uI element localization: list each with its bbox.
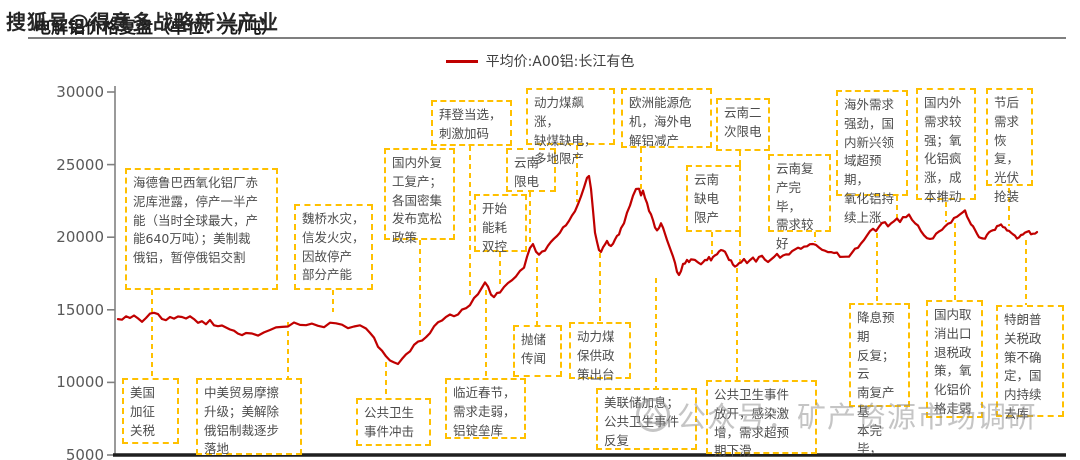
annotation-resume-work: 国内外复 工复产； 各国密集 发布宽松 政策 [384, 148, 455, 245]
y-tick-label: 5000 [65, 446, 104, 460]
annotation-yunnan-shortage: 云南 缺电 限产 [686, 165, 741, 232]
y-tick-label: 20000 [56, 228, 104, 247]
annotation-overseas-demand: 海外需求 强劲，国 内新兴领 域超预期， 氧化铝持 续上涨 [836, 90, 908, 225]
y-tick-label: 15000 [56, 300, 104, 319]
annotation-domestic-demand-strong: 国内外 需求较 强；氧 化铝疯 涨，成 本推动 [916, 88, 976, 204]
annotation-yunnan-second-cut: 云南二 次限电 [716, 98, 770, 151]
annotation-weiqiao-flood: 魏桥水灾， 信发火灾， 因故停产 部分产能 [294, 204, 373, 290]
chart-title: 电解铝价格复盘（单位：元/吨） [34, 18, 279, 38]
annotation-rate-cut-flipflop: 降息预期 反复；云 南复产基 本完毕， 需求季节 性下滑 [849, 303, 910, 456]
annotation-trade-friction: 中美贸易摩擦 升级；美解除 俄铝制裁逐步 落地 [196, 378, 302, 456]
title-underline [28, 37, 1066, 39]
y-tick-label: 25000 [56, 155, 104, 174]
annotation-europe-energy-crisis: 欧洲能源危 机，海外电 解铝减产 [621, 88, 712, 148]
legend-label: 平均价:A00铝:长江有色 [485, 54, 635, 70]
bottom-watermark-text: 公众号：矿产资源市场调研 [677, 400, 1038, 434]
top-watermark: 搜狐号@得意多战略新兴产业 [6, 10, 279, 34]
y-tick-label: 10000 [56, 373, 104, 392]
annotation-covid-reopen: 公共卫生事件 放开，感染激 增，需求超预 期下滑 [706, 380, 817, 458]
annotation-pre-festival-weak: 临近春节， 需求走弱， 铝锭垒库 [445, 378, 526, 439]
annotation-energy-dual-control: 开始 能耗 双控 [474, 194, 527, 254]
annotation-yunnan-resume: 云南复 产完毕， 需求较 好 [768, 154, 831, 251]
price-line [116, 174, 1039, 366]
annotation-biden-stimulus: 拜登当选， 刺激加码 [431, 100, 512, 146]
annotation-post-holiday-pv: 节后 需求 恢复， 光伏 抢装 [986, 88, 1033, 204]
annotation-reserve-rumor: 抛储 传闻 [513, 325, 562, 377]
legend-line-swatch [445, 59, 478, 63]
annotation-coal-surge: 动力煤飙涨， 缺煤缺电， 多地限产 [526, 88, 615, 166]
y-tick-label: 30000 [56, 83, 104, 101]
bottom-watermark: 公 公众号：矿产资源市场调研 [636, 394, 1037, 436]
annotation-export-rebate-cancel: 国内取 消出口 退税政 策，氧 化铝价 格走弱 [926, 300, 983, 418]
legend: 平均价:A00铝:长江有色 [0, 51, 1080, 71]
annotation-us-tariff: 美国 加征 关税 [122, 378, 179, 444]
annotation-hydro-leak: 海德鲁巴西氧化铝厂赤 泥库泄露，停产一半产 能（当时全球最大，产 能640万吨）… [125, 168, 278, 290]
annotation-trump-tariff: 特朗普 关税政 策不确 定，国 内持续 去库 [996, 305, 1064, 421]
annotation-coal-supply-policy: 动力煤 保供政 策出台 [569, 322, 631, 382]
annotation-yunnan-power-cut: 云南 限电 [506, 148, 556, 192]
watermark-logo-icon: 公 [636, 398, 670, 432]
annotation-covid-shock: 公共卫生 事件冲击 [356, 398, 431, 446]
